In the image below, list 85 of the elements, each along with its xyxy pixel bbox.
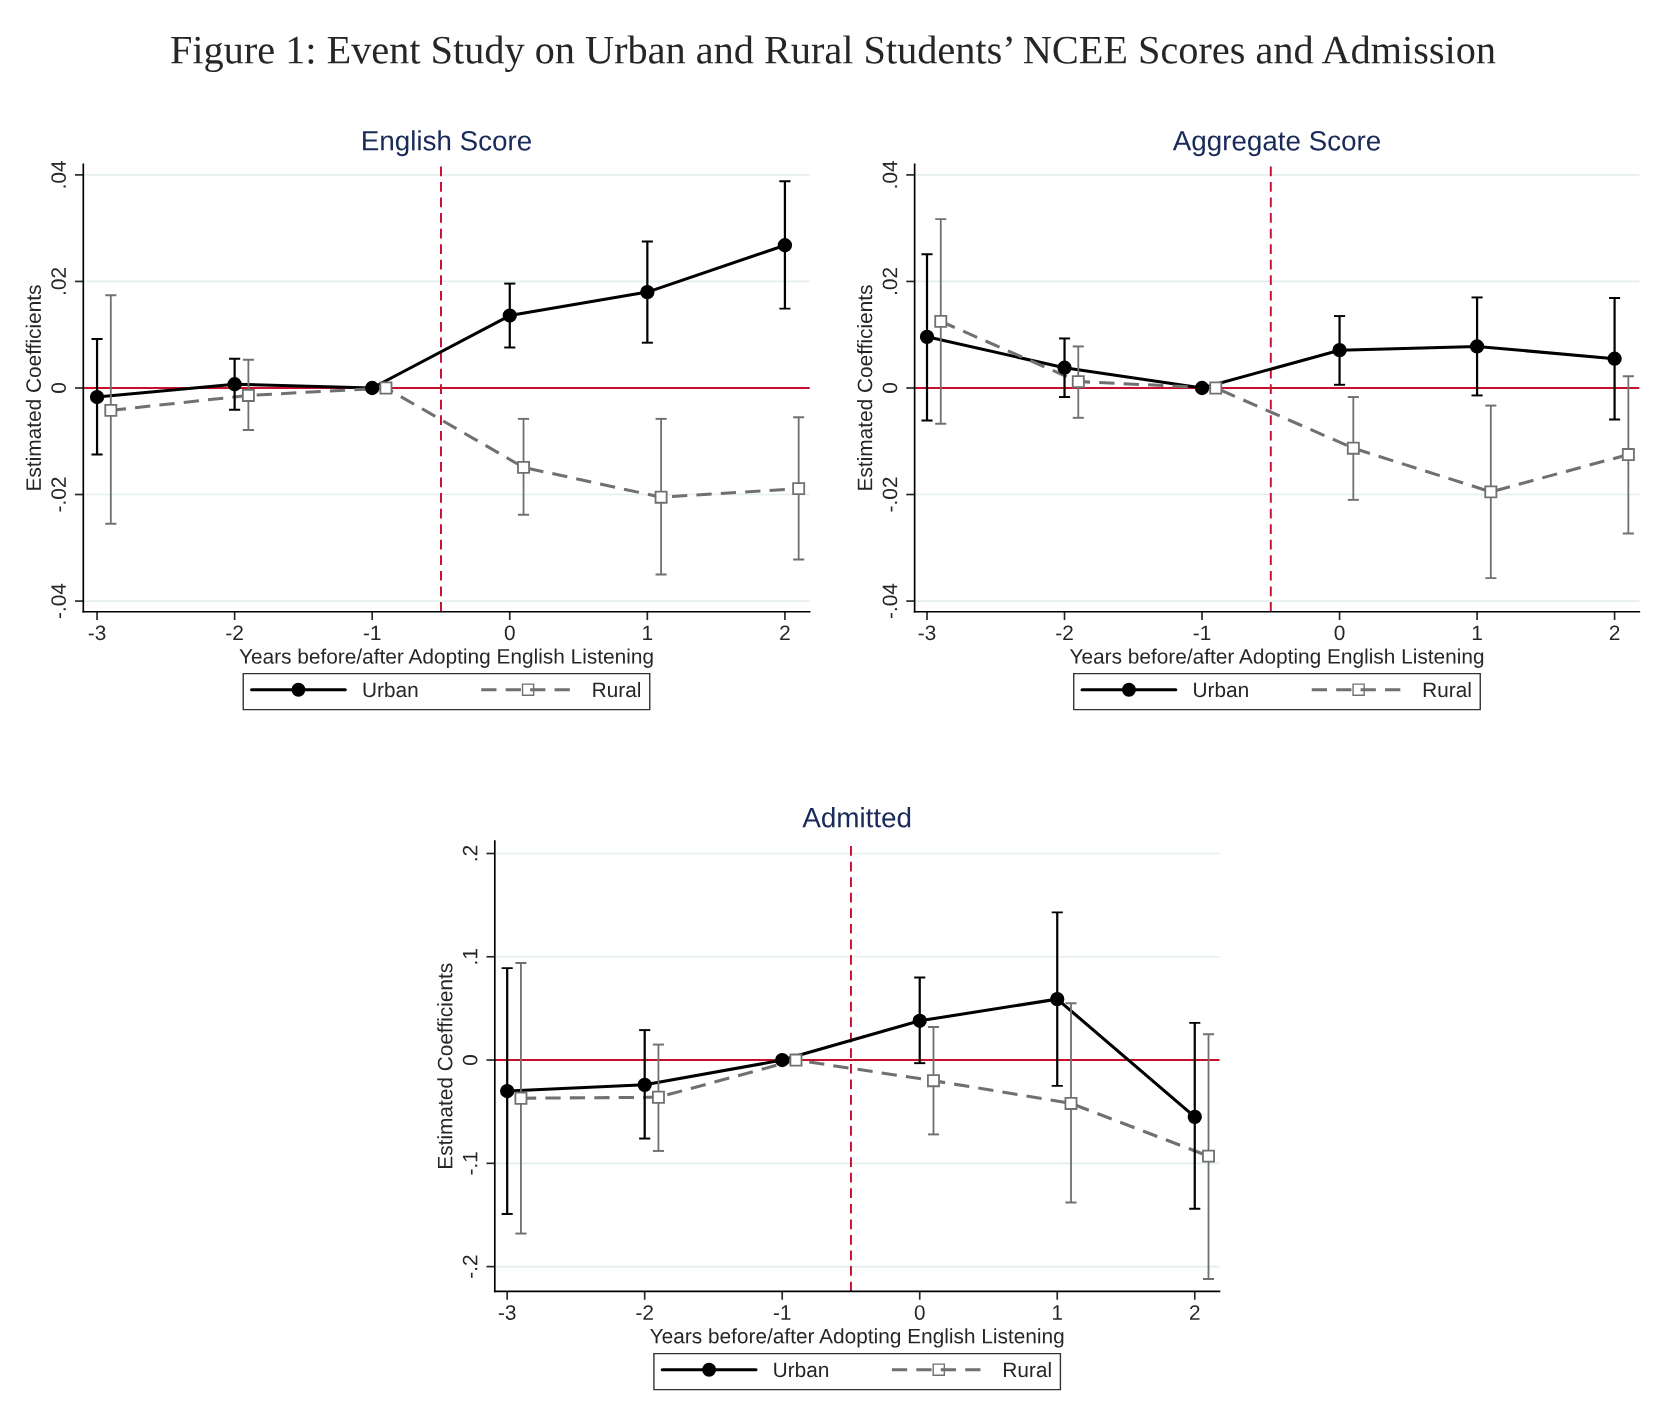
y-axis-title: Estimated Coefficients <box>25 285 42 490</box>
y-tick-label: 0 <box>882 383 898 393</box>
x-tick-label: 1 <box>1053 1305 1063 1320</box>
point <box>241 388 255 402</box>
x-axis-title: Years before/after Adopting English Listening <box>239 648 653 668</box>
y-tick-label: -.04 <box>51 583 66 619</box>
legend-label: Rural <box>1423 681 1471 698</box>
point <box>1194 380 1210 396</box>
x-tick-label: -1 <box>773 1305 791 1320</box>
point <box>1050 991 1065 1007</box>
legend-label: Urban <box>363 681 418 698</box>
point <box>927 1074 940 1088</box>
point <box>1057 360 1072 375</box>
point <box>912 1013 927 1028</box>
x-axis-title: Years before/after Adopting English Listening <box>650 1328 1064 1348</box>
legend-label: Urban <box>1194 681 1248 698</box>
point <box>1187 1109 1202 1125</box>
point <box>502 308 517 323</box>
chart-title: Aggregate Score <box>1172 130 1380 157</box>
y-tick-label: -.04 <box>882 583 898 619</box>
x-tick-label: -2 <box>636 1305 653 1320</box>
x-axis-title: Years before/after Adopting English Listening <box>1069 648 1484 668</box>
point <box>1071 375 1085 389</box>
point <box>777 238 793 253</box>
chart-title: English Score <box>363 130 531 157</box>
x-tick-label: -2 <box>1056 625 1073 640</box>
y-tick-label: .02 <box>51 268 66 295</box>
x-tick-label: 2 <box>780 625 790 640</box>
x-tick-label: -1 <box>363 625 381 640</box>
point <box>919 329 935 345</box>
chart-title: Admitted <box>802 807 911 828</box>
y-tick-label: .02 <box>882 268 898 295</box>
x-tick-label: 0 <box>1334 625 1345 641</box>
point <box>1064 1096 1078 1110</box>
y-tick-label: -.02 <box>882 477 898 512</box>
point <box>1346 441 1360 455</box>
caption: Figure 1: Event Study on Urban and Rural Students’ NCEE Scores and Admission <box>171 35 1496 73</box>
x-tick-label: -3 <box>88 625 106 641</box>
x-tick-label: 2 <box>1190 1305 1200 1320</box>
x-tick-label: 2 <box>1609 625 1620 640</box>
y-axis-title: Estimated Coefficients <box>857 285 873 490</box>
y-tick-label: -.1 <box>462 1152 478 1175</box>
legend-label: Rural <box>1004 1361 1051 1378</box>
x-tick-label: -3 <box>498 1305 516 1320</box>
x-tick-label: 1 <box>643 625 653 640</box>
legend-label: Rural <box>593 681 641 698</box>
y-tick-label: .2 <box>462 845 478 861</box>
point <box>1209 381 1223 395</box>
y-tick-label: 0 <box>51 383 66 393</box>
point <box>379 381 393 395</box>
point <box>789 1053 803 1067</box>
point <box>89 389 105 405</box>
point <box>1484 485 1498 499</box>
y-tick-label: .1 <box>462 949 478 964</box>
y-tick-label: -.2 <box>462 1255 478 1278</box>
point <box>934 314 948 328</box>
point <box>1332 343 1347 358</box>
y-tick-label: .04 <box>882 161 898 188</box>
y-axis-title: Estimated Coefficients <box>437 963 453 1168</box>
point <box>1202 1149 1215 1163</box>
point <box>637 1077 652 1092</box>
point <box>1607 351 1622 366</box>
point <box>517 460 530 474</box>
point <box>1621 448 1635 462</box>
point <box>514 1091 528 1105</box>
point <box>640 284 655 300</box>
point <box>792 482 806 496</box>
point <box>654 490 668 504</box>
x-tick-label: 0 <box>914 1305 925 1320</box>
legend-label: Urban <box>774 1361 829 1378</box>
x-tick-label: -1 <box>1193 625 1211 640</box>
point <box>227 377 242 392</box>
x-tick-label: -2 <box>226 625 243 640</box>
y-tick-label: 0 <box>462 1055 478 1066</box>
point <box>104 403 118 417</box>
point <box>365 380 380 396</box>
x-tick-label: 0 <box>504 625 515 641</box>
point <box>1469 339 1485 354</box>
x-tick-label: -3 <box>918 625 936 641</box>
point <box>775 1052 790 1068</box>
y-tick-label: -.02 <box>51 477 66 512</box>
x-tick-label: 1 <box>1472 625 1482 640</box>
point <box>500 1083 515 1099</box>
y-tick-label: .04 <box>51 161 66 188</box>
point <box>651 1090 665 1104</box>
